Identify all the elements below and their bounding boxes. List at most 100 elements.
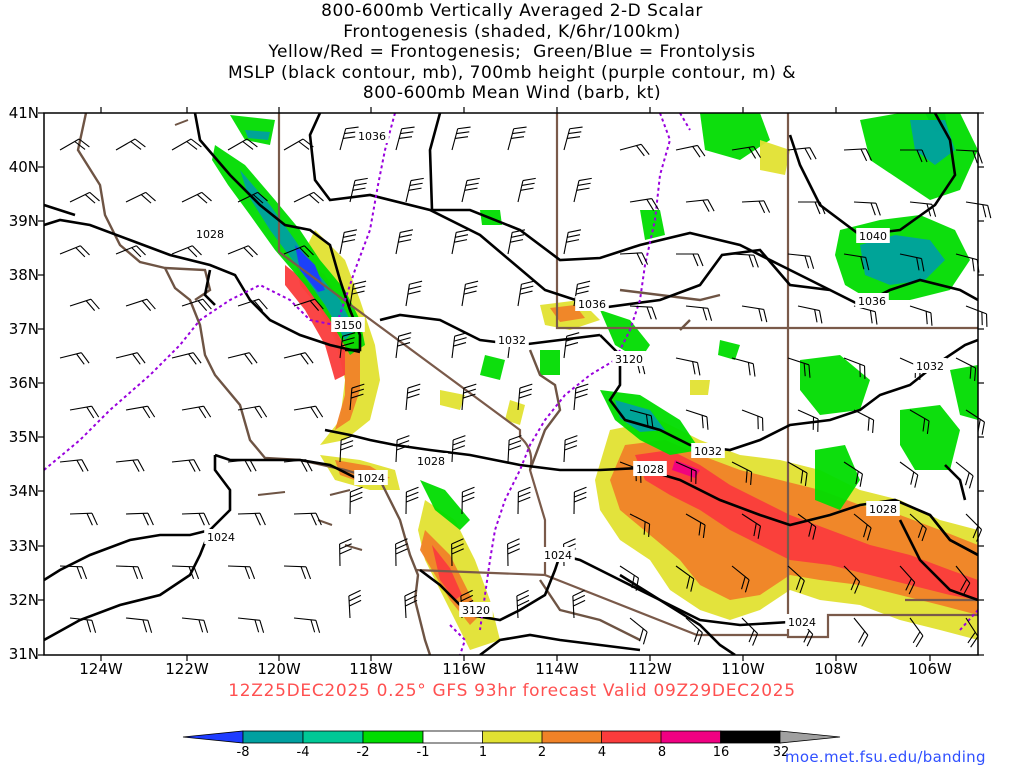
- wind-barb: [731, 146, 762, 159]
- wind-barb: [404, 589, 418, 619]
- title-line: 800-600mb Mean Wind (barb, kt): [362, 83, 662, 103]
- axis-ticks: [38, 107, 984, 661]
- contour-label-bg: [575, 296, 609, 311]
- wind-barb: [507, 126, 527, 151]
- wind-barb: [461, 280, 479, 307]
- title-line: Frontogenesis (shaded, K/6hr/100km): [343, 21, 681, 42]
- wind-barb: [283, 565, 312, 580]
- lon-label: 120W: [257, 660, 301, 678]
- wind-barb: [339, 435, 354, 463]
- wind-barb: [115, 245, 146, 258]
- wind-barb: [955, 565, 971, 595]
- wind-barb: [675, 357, 701, 376]
- contour-label: 1024: [788, 616, 816, 629]
- wind-barb: [125, 617, 153, 633]
- shading-region: [900, 405, 960, 470]
- colorbar-label: -1: [416, 745, 430, 760]
- colorbar-swatch: [660, 730, 722, 744]
- shading-region: [718, 340, 740, 360]
- wind-barb: [676, 253, 704, 267]
- lon-label: 114W: [535, 660, 579, 678]
- wind-barb: [797, 305, 823, 324]
- lat-label: 41N: [8, 104, 39, 122]
- wind-barb: [619, 252, 649, 266]
- wind-barb: [125, 512, 154, 526]
- wind-barb: [965, 409, 985, 435]
- frontogenesis-shading: [212, 113, 978, 650]
- wind-barb: [227, 352, 258, 365]
- lon-label: 118W: [349, 660, 393, 678]
- lat-label: 31N: [8, 645, 39, 663]
- wind-barb: [563, 126, 583, 151]
- contour-label-bg: [414, 453, 448, 468]
- wind-barb: [181, 191, 212, 204]
- shading-region: [245, 130, 270, 140]
- contour-label: 3120: [615, 353, 643, 366]
- wind-barb: [731, 253, 759, 268]
- wind-barb: [293, 191, 324, 204]
- wind-barb: [909, 513, 927, 542]
- wind-barb: [283, 245, 314, 258]
- wind-barb: [573, 486, 587, 515]
- lat-label: 39N: [8, 212, 39, 230]
- wind-barb: [227, 459, 257, 472]
- wind-barb: [451, 538, 464, 567]
- contour-label-bg: [633, 461, 667, 476]
- contour-label-bg: [541, 547, 575, 562]
- wind-barb: [787, 147, 817, 160]
- contour-label-bg: [459, 602, 493, 617]
- contour-label-bg: [495, 332, 529, 347]
- wind-barb: [507, 435, 522, 463]
- wind-barb: [451, 229, 470, 255]
- wind-barb: [955, 461, 974, 489]
- shading-region: [420, 480, 470, 530]
- wind-barb: [517, 280, 535, 307]
- lon-label: 116W: [442, 660, 486, 678]
- wind-barb: [237, 512, 266, 526]
- contour-label: 1024: [357, 472, 385, 485]
- wind-barb: [853, 201, 881, 216]
- wind-barb: [293, 298, 324, 311]
- wind-barb: [227, 245, 258, 258]
- wind-barb: [405, 383, 421, 411]
- wind-barb: [797, 409, 819, 432]
- wind-barb: [685, 617, 703, 646]
- wind-barb: [909, 305, 933, 326]
- lat-label: 36N: [8, 374, 39, 392]
- wind-barb: [798, 201, 826, 215]
- wind-barb: [685, 409, 709, 430]
- wind-barb: [629, 513, 651, 537]
- contour-label-bg: [193, 226, 227, 241]
- contour-labels: 1036 1028 3150 1032 1036 3120 1040 1036 1032 1032…: [193, 128, 947, 629]
- lat-label: 37N: [8, 320, 39, 338]
- wind-barb: [348, 589, 362, 619]
- wind-barb: [619, 565, 639, 591]
- wind-barb: [405, 486, 419, 515]
- shading-region: [230, 115, 275, 145]
- wind-barb: [572, 589, 586, 619]
- wind-barb: [909, 617, 924, 648]
- wind-barb: [283, 138, 314, 151]
- wind-barb: [237, 405, 268, 419]
- wind-barb: [59, 245, 90, 258]
- forecast-valid-time: 12Z25DEC2025 0.25° GFS 93hr forecast Val…: [228, 681, 796, 701]
- wind-barb: [629, 198, 660, 211]
- wind-barb: [741, 409, 764, 431]
- contour-label-bg: [691, 443, 725, 458]
- wind-barb: [685, 199, 715, 212]
- wind-barb: [900, 149, 928, 163]
- shading-region: [635, 450, 978, 600]
- wind-barb: [395, 126, 415, 151]
- wind-barb: [899, 461, 919, 488]
- wind-barb: [517, 177, 536, 203]
- wind-barb: [516, 589, 530, 619]
- contour-label-bg: [785, 614, 819, 629]
- wind-barb: [293, 512, 322, 526]
- wind-barb: [629, 409, 654, 429]
- wind-barb: [283, 459, 313, 472]
- wind-barb: [125, 405, 156, 419]
- contour-label: 1032: [498, 334, 526, 347]
- shading-region: [480, 355, 505, 380]
- wind-barb: [853, 617, 869, 647]
